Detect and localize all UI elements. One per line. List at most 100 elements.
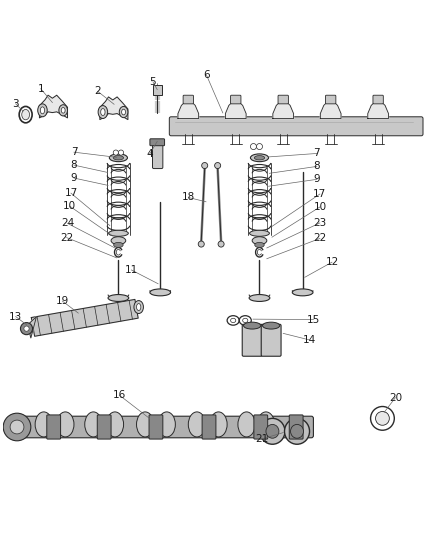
Circle shape — [3, 413, 31, 441]
FancyBboxPatch shape — [289, 415, 303, 439]
Text: 9: 9 — [71, 173, 77, 183]
FancyBboxPatch shape — [231, 95, 241, 104]
FancyBboxPatch shape — [169, 117, 423, 136]
Text: 14: 14 — [302, 335, 316, 345]
Ellipse shape — [260, 418, 285, 444]
Ellipse shape — [101, 109, 105, 116]
Ellipse shape — [98, 106, 108, 118]
Ellipse shape — [111, 237, 126, 245]
Text: 23: 23 — [313, 218, 326, 228]
Ellipse shape — [113, 156, 124, 160]
Text: 15: 15 — [307, 314, 320, 325]
Text: 17: 17 — [64, 188, 78, 198]
Ellipse shape — [250, 230, 269, 236]
Text: 8: 8 — [71, 160, 77, 170]
Circle shape — [218, 241, 224, 247]
Text: 17: 17 — [313, 189, 326, 199]
FancyBboxPatch shape — [373, 95, 383, 104]
FancyBboxPatch shape — [11, 416, 313, 438]
Ellipse shape — [85, 412, 102, 437]
Ellipse shape — [61, 108, 65, 113]
Ellipse shape — [263, 322, 280, 329]
Text: 6: 6 — [203, 70, 210, 80]
Text: 22: 22 — [60, 232, 73, 243]
Polygon shape — [368, 102, 388, 118]
Ellipse shape — [252, 237, 267, 245]
Text: 20: 20 — [389, 393, 402, 402]
Ellipse shape — [40, 107, 45, 114]
Ellipse shape — [188, 412, 205, 437]
Text: 3: 3 — [12, 99, 19, 109]
Ellipse shape — [375, 411, 389, 425]
FancyBboxPatch shape — [326, 95, 336, 104]
Text: 10: 10 — [63, 201, 76, 211]
Text: 18: 18 — [182, 192, 195, 203]
Ellipse shape — [59, 104, 67, 116]
Ellipse shape — [35, 412, 52, 437]
Circle shape — [10, 420, 24, 434]
Text: 19: 19 — [55, 296, 69, 306]
Ellipse shape — [108, 295, 129, 302]
Ellipse shape — [243, 318, 248, 322]
Ellipse shape — [238, 412, 255, 437]
Ellipse shape — [292, 289, 313, 296]
Circle shape — [24, 326, 29, 331]
Ellipse shape — [119, 107, 128, 118]
Ellipse shape — [158, 412, 175, 437]
Circle shape — [257, 143, 263, 150]
FancyBboxPatch shape — [153, 85, 162, 95]
Polygon shape — [225, 102, 246, 118]
Polygon shape — [100, 97, 128, 119]
Text: 7: 7 — [314, 149, 320, 158]
FancyBboxPatch shape — [150, 139, 165, 146]
Ellipse shape — [114, 243, 123, 247]
Text: 2: 2 — [94, 86, 101, 96]
Polygon shape — [31, 300, 138, 336]
Text: 1: 1 — [38, 84, 44, 94]
Ellipse shape — [109, 154, 128, 161]
FancyBboxPatch shape — [261, 324, 281, 356]
Ellipse shape — [150, 289, 170, 296]
FancyBboxPatch shape — [97, 415, 111, 439]
Ellipse shape — [249, 295, 270, 302]
Text: 10: 10 — [313, 202, 326, 212]
FancyBboxPatch shape — [153, 140, 163, 168]
Text: 11: 11 — [125, 265, 138, 275]
Text: 4: 4 — [146, 149, 153, 159]
Circle shape — [250, 143, 257, 150]
Circle shape — [215, 163, 221, 168]
Ellipse shape — [121, 109, 125, 115]
FancyBboxPatch shape — [47, 415, 61, 439]
Ellipse shape — [106, 412, 124, 437]
FancyBboxPatch shape — [254, 415, 268, 439]
Ellipse shape — [136, 304, 141, 311]
Ellipse shape — [210, 412, 227, 437]
Ellipse shape — [134, 301, 143, 313]
Polygon shape — [28, 317, 36, 338]
FancyBboxPatch shape — [149, 415, 163, 439]
Ellipse shape — [136, 412, 154, 437]
Ellipse shape — [108, 230, 128, 236]
Text: 16: 16 — [113, 390, 126, 400]
Polygon shape — [39, 95, 67, 118]
Polygon shape — [273, 102, 294, 118]
Circle shape — [201, 163, 208, 168]
Ellipse shape — [255, 243, 264, 247]
Polygon shape — [178, 102, 199, 118]
Ellipse shape — [291, 424, 303, 438]
Ellipse shape — [257, 412, 274, 437]
FancyBboxPatch shape — [202, 415, 216, 439]
Text: 13: 13 — [9, 312, 22, 321]
FancyBboxPatch shape — [278, 95, 288, 104]
Circle shape — [198, 241, 204, 247]
Ellipse shape — [284, 418, 309, 444]
Ellipse shape — [231, 318, 236, 322]
Polygon shape — [320, 102, 341, 118]
Circle shape — [113, 150, 118, 155]
Circle shape — [118, 150, 124, 155]
Text: 12: 12 — [325, 257, 339, 267]
Ellipse shape — [243, 322, 261, 329]
Circle shape — [21, 322, 32, 335]
Text: 22: 22 — [313, 233, 326, 244]
Text: 9: 9 — [314, 174, 320, 184]
